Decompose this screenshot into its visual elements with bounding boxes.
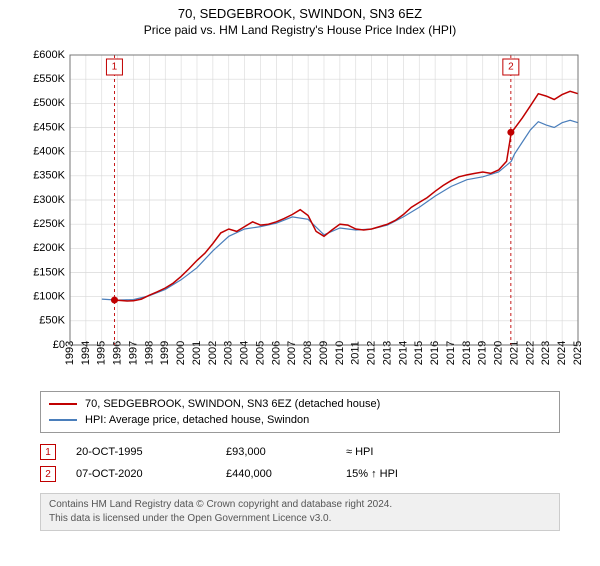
- sale-delta: ≈ HPI: [346, 446, 466, 458]
- svg-text:2015: 2015: [413, 341, 425, 365]
- svg-text:2012: 2012: [366, 341, 378, 365]
- svg-text:1997: 1997: [127, 341, 139, 365]
- sale-date: 20-OCT-1995: [76, 446, 226, 458]
- svg-text:2018: 2018: [461, 341, 473, 365]
- sale-price: £440,000: [226, 468, 346, 480]
- sale-marker-icon: 1: [40, 444, 56, 460]
- svg-text:£450K: £450K: [33, 121, 65, 133]
- svg-text:2: 2: [508, 62, 514, 73]
- sales-row: 2 07-OCT-2020 £440,000 15% ↑ HPI: [40, 463, 560, 485]
- svg-text:£500K: £500K: [33, 97, 65, 109]
- legend-swatch: [49, 403, 77, 405]
- svg-text:2001: 2001: [191, 341, 203, 365]
- legend-swatch: [49, 419, 77, 421]
- footer-line: Contains HM Land Registry data © Crown c…: [49, 498, 551, 512]
- svg-text:2008: 2008: [302, 341, 314, 365]
- sale-date: 07-OCT-2020: [76, 468, 226, 480]
- svg-text:1995: 1995: [96, 341, 108, 365]
- chart-area: £0£50K£100K£150K£200K£250K£300K£350K£400…: [30, 45, 590, 385]
- legend-box: 70, SEDGEBROOK, SWINDON, SN3 6EZ (detach…: [40, 391, 560, 433]
- chart-title: 70, SEDGEBROOK, SWINDON, SN3 6EZ: [0, 6, 600, 21]
- svg-text:1999: 1999: [159, 341, 171, 365]
- svg-text:1: 1: [112, 62, 118, 73]
- svg-text:1994: 1994: [80, 341, 92, 365]
- svg-text:2016: 2016: [429, 341, 441, 365]
- sales-table: 1 20-OCT-1995 £93,000 ≈ HPI 2 07-OCT-202…: [40, 441, 560, 485]
- legend-label: 70, SEDGEBROOK, SWINDON, SN3 6EZ (detach…: [85, 398, 380, 410]
- svg-text:£250K: £250K: [33, 218, 65, 230]
- svg-text:2022: 2022: [524, 341, 536, 365]
- svg-text:2007: 2007: [286, 341, 298, 365]
- chart-subtitle: Price paid vs. HM Land Registry's House …: [0, 23, 600, 37]
- svg-text:2020: 2020: [493, 341, 505, 365]
- svg-text:£400K: £400K: [33, 146, 65, 158]
- svg-text:2006: 2006: [270, 341, 282, 365]
- svg-text:1998: 1998: [143, 341, 155, 365]
- svg-text:2021: 2021: [508, 341, 520, 365]
- svg-text:2009: 2009: [318, 341, 330, 365]
- sale-price: £93,000: [226, 446, 346, 458]
- svg-text:£350K: £350K: [33, 170, 65, 182]
- svg-text:£100K: £100K: [33, 291, 65, 303]
- svg-text:1996: 1996: [112, 341, 124, 365]
- sale-marker-icon: 2: [40, 466, 56, 482]
- svg-text:£600K: £600K: [33, 49, 65, 61]
- svg-text:2000: 2000: [175, 341, 187, 365]
- svg-text:2023: 2023: [540, 341, 552, 365]
- svg-text:2014: 2014: [397, 341, 409, 365]
- legend-label: HPI: Average price, detached house, Swin…: [85, 414, 309, 426]
- svg-text:2004: 2004: [239, 341, 251, 365]
- chart-svg: £0£50K£100K£150K£200K£250K£300K£350K£400…: [30, 45, 590, 385]
- sale-delta: 15% ↑ HPI: [346, 468, 466, 480]
- svg-text:2017: 2017: [445, 341, 457, 365]
- svg-text:2024: 2024: [556, 341, 568, 365]
- svg-text:2013: 2013: [381, 341, 393, 365]
- svg-text:£150K: £150K: [33, 266, 65, 278]
- sales-row: 1 20-OCT-1995 £93,000 ≈ HPI: [40, 441, 560, 463]
- svg-text:2019: 2019: [477, 341, 489, 365]
- legend-item-property: 70, SEDGEBROOK, SWINDON, SN3 6EZ (detach…: [49, 396, 551, 412]
- legend-item-hpi: HPI: Average price, detached house, Swin…: [49, 412, 551, 428]
- svg-text:2010: 2010: [334, 341, 346, 365]
- svg-text:£550K: £550K: [33, 73, 65, 85]
- svg-text:2002: 2002: [207, 341, 219, 365]
- svg-text:£50K: £50K: [39, 315, 65, 327]
- svg-text:2003: 2003: [223, 341, 235, 365]
- svg-text:£300K: £300K: [33, 194, 65, 206]
- svg-text:£200K: £200K: [33, 242, 65, 254]
- footer-line: This data is licensed under the Open Gov…: [49, 512, 551, 526]
- footer-attribution: Contains HM Land Registry data © Crown c…: [40, 493, 560, 531]
- svg-text:2005: 2005: [254, 341, 266, 365]
